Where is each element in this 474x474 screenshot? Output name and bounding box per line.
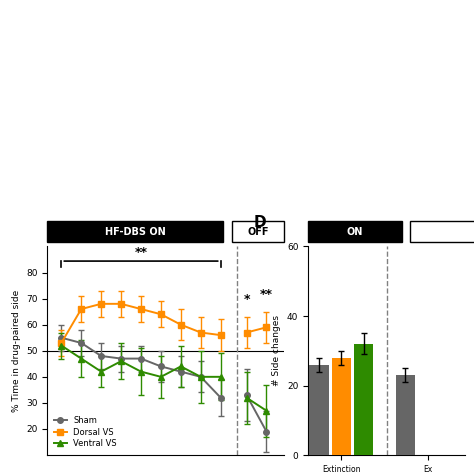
Text: OFF: OFF xyxy=(247,227,269,237)
Bar xyxy=(354,344,374,455)
Bar xyxy=(396,375,415,455)
Text: D: D xyxy=(254,215,266,230)
FancyBboxPatch shape xyxy=(47,221,223,242)
Text: **: ** xyxy=(260,288,273,301)
Y-axis label: % Time in drug-paired side: % Time in drug-paired side xyxy=(12,290,21,412)
Y-axis label: # Side changes: # Side changes xyxy=(273,315,282,386)
FancyBboxPatch shape xyxy=(410,221,474,242)
Text: *: * xyxy=(243,293,250,307)
Text: ON: ON xyxy=(347,227,363,237)
Legend: Sham, Dorsal VS, Ventral VS: Sham, Dorsal VS, Ventral VS xyxy=(52,414,119,451)
FancyBboxPatch shape xyxy=(308,221,402,242)
FancyBboxPatch shape xyxy=(232,221,284,242)
Text: **: ** xyxy=(135,246,147,259)
Bar xyxy=(332,358,351,455)
Text: HF-DBS ON: HF-DBS ON xyxy=(105,227,165,237)
Bar xyxy=(310,365,329,455)
